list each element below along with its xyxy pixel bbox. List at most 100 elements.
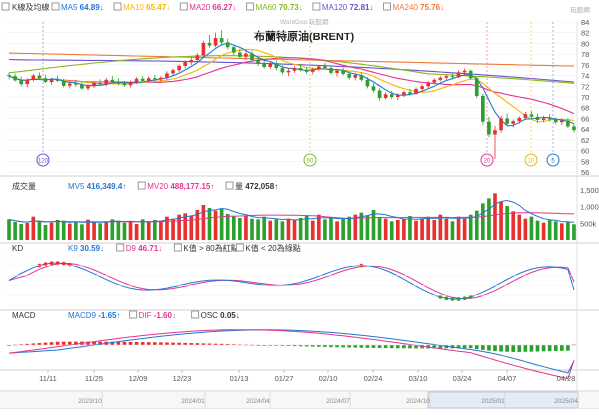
volume-bar (7, 219, 11, 240)
volume-bar (128, 222, 133, 240)
volume-bar (80, 224, 84, 240)
legend-checkbox[interactable] (383, 2, 391, 11)
date-label: 11/11 (39, 374, 57, 383)
legend-label: MV20 488,177.15↑ (147, 182, 214, 191)
kd-overbought-dot (67, 262, 72, 267)
candle-body (426, 82, 430, 87)
candle-body (231, 47, 236, 53)
volume-bar (146, 221, 151, 240)
volume-bar (402, 218, 406, 240)
month-label: 2025/04 (554, 398, 578, 405)
legend-series-name: MA60 (256, 3, 279, 12)
price-tick-label: 56 (581, 168, 589, 177)
legend-series-value: 488,177.15↑ (170, 182, 214, 191)
volume-bar (389, 221, 394, 240)
legend-series-name: MACD9 (68, 311, 98, 320)
osc-bar (55, 341, 60, 345)
osc-bar (462, 345, 467, 349)
legend-label: MV5 416,349.4↑ (68, 182, 126, 191)
osc-bar (116, 341, 121, 345)
volume-bar (426, 216, 430, 240)
marker-badge (480, 153, 494, 167)
timeline-navigator[interactable]: 2023/10 2024/01 2024/04 2024/07 2024/10 2025/… (0, 391, 599, 409)
volume-bar (165, 216, 169, 240)
candle-body (67, 83, 72, 86)
legend-checkbox[interactable] (51, 2, 60, 11)
legend-checkbox[interactable] (116, 243, 125, 252)
legend-label: K9 30.59↓ (68, 244, 104, 253)
osc-bar (414, 345, 418, 349)
candle-body (116, 81, 121, 84)
candle-body (250, 53, 254, 61)
candle-body (335, 70, 339, 73)
legend-checkbox[interactable] (312, 2, 321, 11)
date-label: 12/09 (129, 374, 148, 383)
osc-bar (505, 345, 509, 352)
candle-body (408, 92, 412, 94)
legend-series-value: -1.65↑ (98, 311, 120, 320)
candle-body (189, 60, 194, 63)
volume-bar (371, 210, 376, 240)
price-tick-label: 58 (581, 157, 589, 166)
volume-bar (55, 220, 60, 240)
osc-bar (159, 342, 163, 345)
legend-checkbox[interactable] (246, 2, 255, 11)
osc-bar (353, 345, 358, 348)
osc-bar (523, 345, 528, 352)
candle-body (110, 79, 115, 82)
month-label: 2024/04 (246, 398, 270, 405)
osc-bar (292, 345, 297, 347)
osc-bar (86, 341, 90, 345)
legend-checkbox[interactable] (191, 310, 200, 319)
osc-bar (177, 342, 181, 345)
volume-bar (231, 216, 236, 240)
candle-body (553, 118, 558, 123)
legend-checkbox[interactable] (113, 2, 122, 11)
candle-body (292, 68, 297, 71)
candle-body (146, 78, 151, 81)
price-legend-items: MA5 64.89↓ MA10 65.47↓ MA20 66.27↓ MA60 70.… (51, 2, 445, 12)
ma5-line (8, 42, 575, 127)
candle-body (535, 116, 540, 121)
date-label: 04/07 (498, 374, 517, 383)
candle-body (493, 130, 497, 135)
osc-bar (341, 345, 345, 348)
marker-label: 5 (551, 159, 555, 165)
candle-body (414, 88, 418, 94)
legend-label: MA240 75.76↓ (393, 3, 445, 12)
osc-bar (377, 345, 382, 349)
osc-bar (122, 341, 127, 345)
osc-bar (274, 345, 279, 346)
osc-bar (213, 343, 218, 345)
osc-bar (140, 342, 145, 345)
candle-body (481, 95, 485, 122)
volume-bar (116, 220, 121, 240)
legend-checkbox[interactable] (129, 310, 138, 319)
candle-body (341, 70, 345, 74)
candle-body (559, 120, 564, 123)
legend-checkbox[interactable] (235, 243, 244, 252)
osc-bar (280, 345, 285, 346)
volume-bar (347, 216, 352, 240)
candle-body (80, 84, 84, 89)
candle-body (389, 94, 394, 97)
volume-bar (335, 221, 339, 240)
volume-bar (566, 222, 570, 240)
volume-bar (207, 208, 212, 240)
date-label: 12/23 (173, 374, 192, 383)
date-axis: 11/11 11/25 12/09 12/23 01/13 01/27 02/10 02/24… (39, 370, 575, 383)
osc-bar (189, 343, 194, 345)
legend-checkbox[interactable] (225, 181, 234, 190)
volume-bar (438, 214, 443, 240)
candle-body (474, 78, 479, 96)
legend-checkbox[interactable] (173, 243, 182, 252)
volume-bar (43, 225, 48, 240)
candle-body (183, 62, 188, 66)
legend-checkbox[interactable] (179, 2, 188, 11)
volume-bar (395, 220, 400, 240)
month-label: 2024/10 (406, 398, 430, 405)
legend-checkbox[interactable] (137, 181, 146, 190)
legend-series-name: OSC (201, 311, 221, 320)
price-toggle-checkbox[interactable] (1, 2, 10, 11)
macd9-line (8, 329, 575, 374)
